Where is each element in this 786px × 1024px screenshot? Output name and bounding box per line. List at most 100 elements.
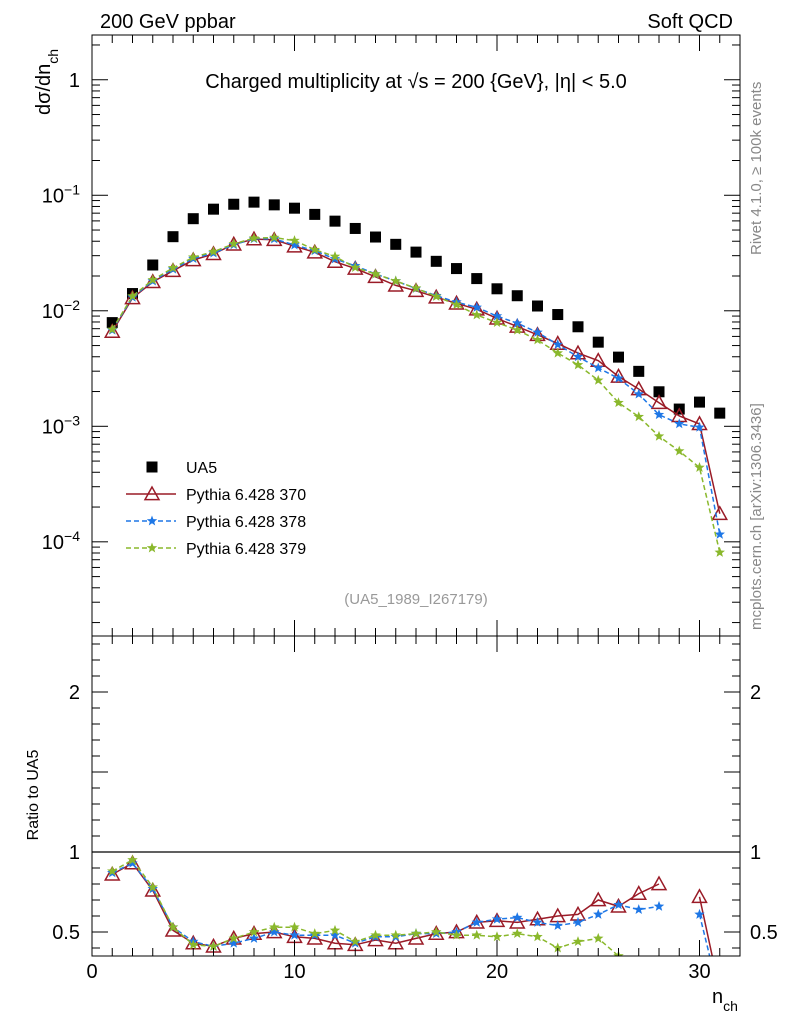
data-point [124,289,141,305]
ratio-data-point [488,912,506,928]
analysis-id-label: (UA5_1989_I267179) [344,591,487,608]
ratio-data-point [491,931,503,942]
data-point [674,445,685,456]
legend-marker [146,542,158,553]
ratio-series-line [698,896,713,956]
ratio-y-tick-label-right: 2 [750,682,761,704]
data-point [491,283,503,295]
ratio-data-point [512,912,523,923]
ratio-data-point [691,888,708,904]
data-point [228,198,240,210]
main-y-tick-label: 1 [69,70,80,92]
data-point [512,324,523,335]
data-point [144,273,162,289]
data-point [350,261,361,272]
data-point [592,336,604,348]
ratio-data-point [431,926,442,937]
data-point [329,251,341,261]
ratio-data-point [167,921,179,932]
legend-entry: Pythia 6.428 379 [186,541,306,558]
ratio-data-point [370,929,381,940]
data-point [694,461,705,472]
data-point [208,203,219,215]
data-point [248,232,260,243]
header-process: 200 GeV ppbar [100,11,236,33]
main-y-axis-label: dσ/dnch [33,49,61,115]
ratio-data-point [532,916,543,927]
data-point [471,301,482,312]
ratio-data-point [532,931,543,942]
ratio-series-group [103,854,713,956]
series-3 [107,232,725,557]
data-point [653,386,665,398]
ratio-data-point [694,908,705,919]
ratio-data-point [552,920,563,931]
ratio-series-2 [107,854,629,956]
ratio-data-point [127,854,138,865]
ratio-data-point [451,929,462,940]
ratio-data-point [144,881,162,897]
ratio-data-point [309,928,320,939]
ratio-data-point [491,913,503,924]
data-point [370,231,381,243]
data-point [694,421,705,432]
data-point [714,528,725,539]
ratio-data-point [306,929,324,945]
ratio-data-point [103,865,121,881]
data-point [106,317,118,329]
data-point [512,317,523,328]
data-point [127,290,138,301]
data-point [410,246,422,258]
data-point [188,251,199,262]
ratio-y-tick-label: 2 [69,682,80,704]
data-point [187,213,199,225]
ratio-data-point [630,885,648,900]
data-point [147,274,158,285]
data-point [367,268,384,284]
ratio-series-line [111,862,660,948]
data-point [491,317,503,328]
data-point [593,362,604,373]
data-point [167,231,179,243]
data-point [572,351,584,362]
ratio-data-point [208,940,219,951]
ratio-data-point [329,924,341,935]
series-0 [106,196,726,419]
ratio-data-point [350,936,361,947]
ratio-data-point [593,932,604,943]
main-y-tick-label: 10−3 [42,412,80,438]
data-point [349,222,361,234]
ratio-series-0 [103,854,713,956]
ratio-y-tick-label-right: 1 [750,842,761,864]
ratio-data-point [390,929,401,940]
main-y-tick-label: 10−2 [42,297,80,323]
data-point [633,411,644,422]
ratio-data-point [410,928,422,939]
ratio-y-tick-label-right: 0.5 [750,922,778,944]
main-y-tick-label: 10−1 [42,181,80,207]
ratio-series-line [111,859,629,956]
data-point [511,290,523,302]
ratio-y-tick-label: 0.5 [52,922,80,944]
ratio-y-tick-label: 1 [69,842,80,864]
data-point [228,238,239,249]
ratio-data-point [289,929,300,940]
ratio-data-point [572,936,584,947]
data-point [674,418,685,429]
ratio-data-point [127,857,138,868]
x-tick-label: 20 [486,961,508,983]
data-point [451,299,462,310]
data-point [714,546,725,557]
data-point [431,290,442,301]
ratio-data-point [572,916,584,927]
data-point [430,255,442,267]
data-point [329,215,341,227]
data-point [390,238,402,250]
data-point [532,300,543,312]
data-point [633,388,644,399]
ratio-data-point [593,908,604,919]
ratio-data-point [633,904,644,915]
ratio-data-point [407,929,425,945]
data-point [289,202,300,214]
